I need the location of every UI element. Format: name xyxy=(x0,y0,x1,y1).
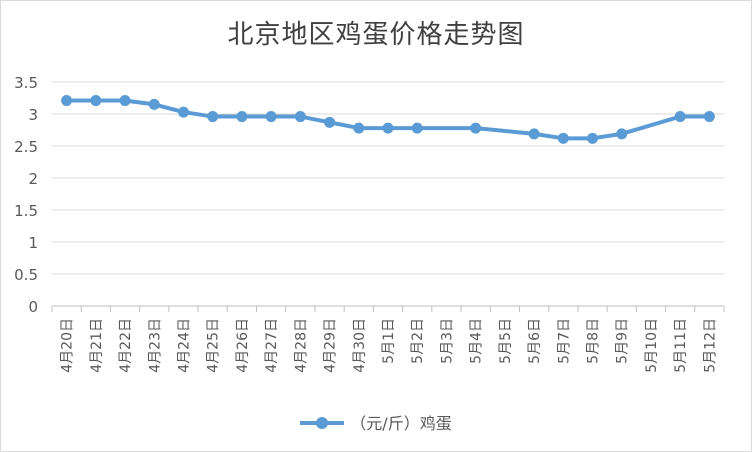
x-tick-label: 5月1日 xyxy=(381,318,397,364)
x-tick-label: 4月27日 xyxy=(264,318,280,373)
y-tick-label: 1 xyxy=(28,234,38,252)
x-tick-label: 4月30日 xyxy=(352,318,368,373)
x-tick-label: 4月24日 xyxy=(176,318,192,373)
x-tick-label: 4月25日 xyxy=(206,318,222,373)
x-axis-ticks: 4月20日 4月21日 4月22日 4月23日 4月24日 4月25日 4月26日 4月27日… xyxy=(60,318,719,373)
data-point xyxy=(587,132,599,144)
x-tick-label: 5月12日 xyxy=(702,318,718,373)
y-tick-label: 3 xyxy=(28,106,38,124)
data-point xyxy=(616,128,628,140)
legend-line-marker-icon xyxy=(300,414,345,430)
data-point xyxy=(90,95,102,107)
x-tick-label: 5月9日 xyxy=(615,318,631,364)
data-point xyxy=(207,111,219,123)
data-point xyxy=(148,98,160,110)
x-tick-label: 4月28日 xyxy=(293,318,309,373)
x-tick-label: 4月26日 xyxy=(235,318,251,373)
x-tick-label: 5月10日 xyxy=(644,318,660,373)
data-point xyxy=(324,116,336,128)
y-tick-label: 3.5 xyxy=(14,74,38,92)
data-point xyxy=(528,128,540,140)
data-point xyxy=(177,106,189,118)
legend-label: （元/斤）鸡蛋 xyxy=(350,414,452,433)
data-point xyxy=(674,111,686,123)
x-tick-label: 4月22日 xyxy=(118,318,134,373)
data-point xyxy=(470,122,482,134)
data-point xyxy=(382,122,394,134)
x-tick-label: 4月29日 xyxy=(323,318,339,373)
data-point xyxy=(557,132,569,144)
data-point xyxy=(411,122,423,134)
chart-title: 北京地区鸡蛋价格走势图 xyxy=(227,20,525,50)
x-axis xyxy=(51,305,725,312)
gridlines xyxy=(52,81,724,275)
data-point xyxy=(353,122,365,134)
x-tick-label: 4月20日 xyxy=(60,318,76,373)
x-tick-label: 5月4日 xyxy=(469,318,485,364)
data-point xyxy=(119,95,131,107)
y-tick-label: 2.5 xyxy=(14,138,38,156)
y-tick-label: 0 xyxy=(28,298,38,316)
data-point xyxy=(236,111,248,123)
x-tick-label: 5月5日 xyxy=(498,318,514,364)
x-tick-label: 5月2日 xyxy=(410,318,426,364)
x-tick-label: 5月6日 xyxy=(527,318,543,364)
x-tick-label: 5月11日 xyxy=(673,318,689,373)
x-tick-label: 4月21日 xyxy=(89,318,105,373)
legend: （元/斤）鸡蛋 xyxy=(0,410,752,434)
y-axis-ticks: 0 0.5 1 1.5 2 2.5 3 3.5 xyxy=(14,74,38,316)
data-point xyxy=(703,111,715,123)
y-tick-label: 0.5 xyxy=(14,266,38,284)
series-points xyxy=(61,95,715,144)
data-point xyxy=(265,111,277,123)
data-point xyxy=(294,111,306,123)
x-tick-label: 5月7日 xyxy=(556,318,572,364)
y-tick-label: 2 xyxy=(28,170,38,188)
data-point xyxy=(61,95,73,107)
x-tick-label: 4月23日 xyxy=(147,318,163,373)
x-tick-label: 5月3日 xyxy=(439,318,455,364)
y-tick-label: 1.5 xyxy=(14,202,38,220)
x-tick-label: 5月8日 xyxy=(586,318,602,364)
